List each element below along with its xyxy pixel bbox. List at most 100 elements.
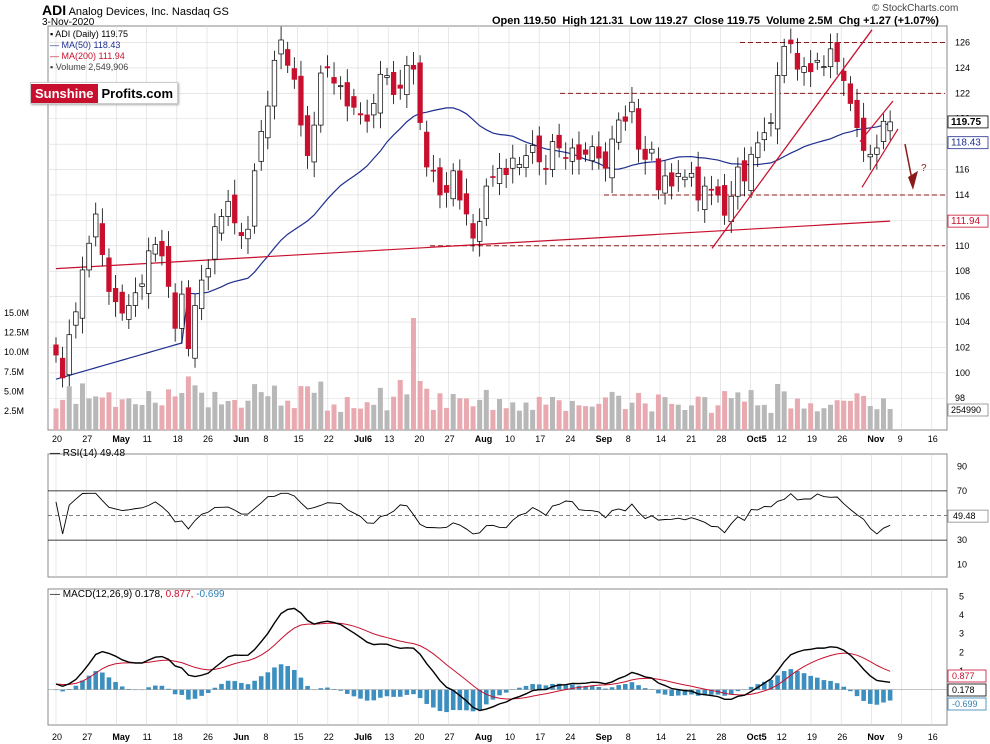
macd-hist-bar — [484, 689, 489, 705]
x-tick-label-bottom: 12 — [777, 732, 787, 742]
volume-bar — [344, 397, 350, 430]
macd-hist-bar — [166, 688, 171, 690]
macd-hist-bar — [815, 677, 820, 690]
volume-bar — [424, 388, 430, 430]
candle-body — [404, 65, 410, 95]
x-tick-label: 27 — [82, 434, 92, 444]
macd-hist-bar — [371, 689, 377, 701]
x-tick-label-bottom: 11 — [143, 732, 152, 742]
macd-hist-bar — [437, 689, 443, 711]
macd-hist-bar — [675, 689, 681, 696]
x-tick-label-bottom: 27 — [445, 732, 455, 742]
candle-body — [483, 185, 489, 219]
down-arrow-shaft — [904, 144, 913, 180]
volume-bar — [735, 392, 741, 430]
volume-bar — [794, 398, 800, 430]
volume-badge-box — [947, 403, 989, 417]
volume-bar — [596, 403, 602, 430]
question-mark: ? — [921, 163, 927, 174]
volume-bar — [881, 398, 886, 430]
macd-hist-bar — [199, 689, 204, 696]
candle-body — [735, 166, 741, 197]
rsi-tick-label: 10 — [957, 560, 967, 570]
volume-bar — [93, 396, 99, 430]
macd-hist-bar — [358, 689, 363, 699]
macd-hist-bar — [444, 689, 449, 713]
volume-bar — [689, 405, 695, 430]
candle-body — [563, 157, 569, 159]
rsi-tick-label: 30 — [957, 535, 967, 545]
macd-hist-bar — [298, 677, 304, 690]
volume-bar — [397, 380, 403, 430]
price-candles — [53, 26, 893, 388]
macd-badge-label: 0.178 — [952, 685, 975, 695]
candle-body — [516, 164, 523, 169]
macd-hist-bar — [404, 689, 410, 695]
macd-hist-bar — [153, 685, 158, 690]
volume-bar — [404, 394, 410, 430]
candle-body — [450, 170, 456, 200]
volume-bar — [556, 400, 562, 430]
candle-body — [437, 167, 443, 196]
volume-bar — [53, 408, 59, 430]
volume-bar — [801, 408, 807, 430]
candle-body — [258, 131, 264, 162]
volume-bar — [741, 401, 747, 430]
volume-bar — [563, 410, 569, 430]
macd-hist-bar — [384, 689, 390, 697]
volume-bar — [437, 393, 443, 430]
x-tick-label: 20 — [52, 434, 62, 444]
macd-hist-bar — [205, 689, 211, 693]
price-legend: ▪ ADI (Daily) 119.75 — MA(50) 118.43 — M… — [50, 29, 128, 73]
candle-body — [477, 221, 483, 242]
volume-bar — [291, 408, 297, 430]
candle-body — [311, 124, 317, 163]
macd-hist-bar — [305, 685, 310, 690]
volume-bar — [73, 403, 79, 430]
price-badge-box — [947, 214, 989, 228]
sunshine-profits-logo: Sunshine Profits.com — [30, 82, 179, 104]
volume-bar — [331, 404, 337, 430]
price-tick-label: 114 — [955, 190, 969, 200]
macd-hist-bar — [417, 689, 423, 699]
volume-bar — [530, 409, 536, 430]
volume-bar — [867, 406, 873, 430]
volume-tick-label: 12.5M — [4, 328, 29, 338]
x-tick-label: 24 — [565, 434, 575, 444]
volume-tick-label: 5.0M — [4, 386, 24, 396]
candle-body — [457, 170, 463, 201]
price-tick-label: 100 — [955, 368, 970, 378]
volume-bar — [728, 398, 734, 430]
candle-body — [179, 293, 185, 329]
volume-bar — [497, 399, 503, 430]
macd-hist-bar — [272, 667, 277, 690]
candle-body — [510, 157, 516, 169]
x-tick-label: 18 — [173, 434, 183, 444]
volume-bar — [60, 399, 66, 430]
macd-hist-bar — [258, 676, 264, 690]
macd-badge-label: 0.877 — [952, 671, 975, 681]
volume-bar — [543, 404, 549, 430]
exchange-name: Nasdaq GS — [171, 6, 229, 18]
macd-hist-bar — [391, 689, 396, 697]
high-value: 121.31 — [589, 15, 624, 27]
volume-bar — [550, 397, 555, 430]
volume-bar — [126, 398, 132, 430]
volume-bar — [305, 386, 311, 430]
candle-body — [112, 287, 119, 303]
candle-body — [523, 155, 529, 169]
macd-hist-bar — [464, 689, 469, 711]
macd-hist-bar — [431, 689, 436, 708]
volume-bar — [755, 405, 761, 430]
candle-body — [265, 105, 271, 139]
macd-hist-bar — [881, 689, 886, 703]
macd-hist-bar — [457, 689, 463, 711]
down-arrow-head — [908, 170, 918, 190]
candle-body — [198, 279, 205, 310]
macd-hist-bar — [695, 689, 701, 696]
macd-hist-bar — [450, 689, 456, 711]
legend-main: ▪ ADI (Daily) 119.75 — [50, 29, 129, 39]
volume-bars — [53, 318, 893, 430]
x-tick-label-bottom: 18 — [173, 732, 183, 742]
x-tick-label: 14 — [656, 434, 666, 444]
